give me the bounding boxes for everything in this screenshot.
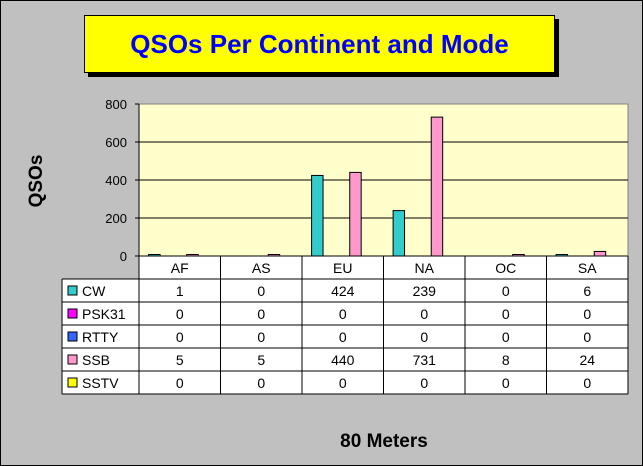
data-label-sstv-na: 0 bbox=[420, 375, 428, 391]
legend-key-cw bbox=[67, 285, 78, 296]
legend-key-ssb bbox=[67, 354, 78, 365]
data-label-ssb-as: 5 bbox=[257, 352, 265, 368]
y-tick-label: 600 bbox=[105, 135, 127, 150]
data-label-rtty-na: 0 bbox=[420, 329, 428, 345]
data-label-ssb-na: 731 bbox=[413, 352, 437, 368]
data-label-cw-af: 1 bbox=[176, 283, 184, 299]
bar-ssb-na bbox=[430, 116, 444, 257]
data-label-psk31-eu: 0 bbox=[339, 306, 347, 322]
legend-key-psk31 bbox=[67, 308, 78, 319]
legend-label-ssb: SSB bbox=[82, 352, 110, 368]
data-label-cw-sa: 6 bbox=[583, 283, 591, 299]
data-label-rtty-oc: 0 bbox=[502, 329, 510, 345]
data-label-cw-eu: 424 bbox=[331, 283, 355, 299]
legend-label-rtty: RTTY bbox=[82, 329, 119, 345]
bar-cw-na bbox=[392, 210, 406, 257]
data-label-sstv-af: 0 bbox=[176, 375, 184, 391]
data-label-ssb-af: 5 bbox=[176, 352, 184, 368]
data-label-sstv-eu: 0 bbox=[339, 375, 347, 391]
bar-ssb-eu bbox=[349, 171, 362, 257]
data-label-cw-na: 239 bbox=[413, 283, 437, 299]
table-body-bg bbox=[62, 279, 628, 394]
x-tick-label-eu: EU bbox=[333, 260, 352, 276]
data-label-psk31-na: 0 bbox=[420, 306, 428, 322]
data-label-cw-oc: 0 bbox=[502, 283, 510, 299]
data-label-rtty-sa: 0 bbox=[583, 329, 591, 345]
y-tick-label: 0 bbox=[120, 249, 127, 264]
data-label-sstv-sa: 0 bbox=[583, 375, 591, 391]
x-tick-label-as: AS bbox=[252, 260, 271, 276]
data-label-psk31-sa: 0 bbox=[583, 306, 591, 322]
x-tick-label-sa: SA bbox=[578, 260, 597, 276]
data-label-ssb-sa: 24 bbox=[579, 352, 595, 368]
legend-key-sstv bbox=[67, 377, 78, 388]
data-label-cw-as: 0 bbox=[257, 283, 265, 299]
data-label-rtty-af: 0 bbox=[176, 329, 184, 345]
bar-cw-eu bbox=[311, 174, 324, 257]
y-tick-label: 400 bbox=[105, 173, 127, 188]
legend-label-psk31: PSK31 bbox=[82, 306, 126, 322]
data-label-psk31-as: 0 bbox=[257, 306, 265, 322]
bar-ssb-sa bbox=[593, 250, 607, 257]
x-axis-label: 80 Meters bbox=[340, 431, 428, 452]
data-label-psk31-oc: 0 bbox=[502, 306, 510, 322]
data-label-ssb-oc: 8 bbox=[502, 352, 510, 368]
legend-label-cw: CW bbox=[82, 283, 106, 299]
data-label-rtty-eu: 0 bbox=[339, 329, 347, 345]
legend-label-sstv: SSTV bbox=[82, 375, 119, 391]
x-tick-label-oc: OC bbox=[495, 260, 516, 276]
x-tick-label-na: NA bbox=[415, 260, 435, 276]
data-label-sstv-as: 0 bbox=[257, 375, 265, 391]
chart-title: QSOs Per Continent and Mode bbox=[130, 28, 509, 59]
y-tick-label: 200 bbox=[105, 211, 127, 226]
x-tick-label-af: AF bbox=[171, 260, 189, 276]
data-label-psk31-af: 0 bbox=[176, 306, 184, 322]
data-label-sstv-oc: 0 bbox=[502, 375, 510, 391]
legend-key-rtty bbox=[67, 331, 78, 342]
data-label-rtty-as: 0 bbox=[257, 329, 265, 345]
y-tick-label: 800 bbox=[105, 97, 127, 112]
chart-title-box: QSOs Per Continent and Mode bbox=[84, 15, 555, 73]
data-label-ssb-eu: 440 bbox=[331, 352, 355, 368]
